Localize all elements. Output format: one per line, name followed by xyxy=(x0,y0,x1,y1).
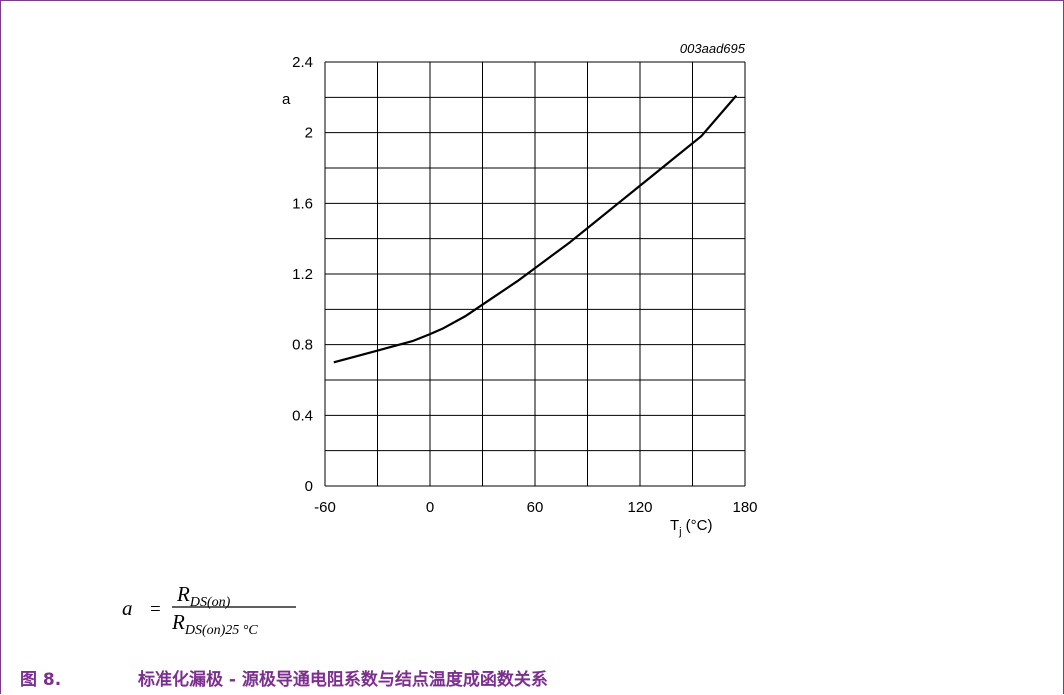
formula-denominator-main: R xyxy=(171,610,185,634)
formula-denominator: RDS(on)25 °C xyxy=(171,610,258,638)
x-axis-label: Tj (°C) xyxy=(670,517,712,538)
formula-denominator-sub: DS(on)25 °C xyxy=(184,623,259,638)
x-tick-label: 60 xyxy=(527,499,544,516)
y-tick-label: 2 xyxy=(305,125,313,142)
x-tick-label: 180 xyxy=(732,499,757,516)
y-tick-label: 0.8 xyxy=(292,337,313,354)
x-axis-label-sub: j xyxy=(678,526,681,538)
x-axis-label-unit: (°C) xyxy=(686,517,713,534)
formula-numerator: RDS(on) xyxy=(176,582,231,610)
x-axis-label-main: T xyxy=(670,517,679,534)
y-tick-label: 0.4 xyxy=(292,407,313,424)
formula-equals: = xyxy=(150,599,161,620)
figure-caption-text: 标准化漏极 - 源极导通电阻系数与结点温度成函数关系 xyxy=(138,670,548,690)
figure-caption: 图 8. 标准化漏极 - 源极导通电阻系数与结点温度成函数关系 xyxy=(20,668,548,692)
x-tick-label: 0 xyxy=(426,499,434,516)
x-tick-label: -60 xyxy=(314,499,336,516)
x-tick-label: 120 xyxy=(627,499,652,516)
chart: 00.40.81.21.622.4-60 0 60 120 180 003aad695 … xyxy=(282,41,758,538)
formula-numerator-main: R xyxy=(176,582,190,606)
y-tick-label: 0 xyxy=(305,478,313,495)
y-axis-label: a xyxy=(282,91,291,108)
formula-numerator-sub: DS(on) xyxy=(189,595,231,610)
figure-code: 003aad695 xyxy=(680,41,746,56)
y-tick-label: 1.2 xyxy=(292,266,313,283)
y-tick-label: 2.4 xyxy=(292,54,313,71)
formula: a = RDS(on) RDS(on)25 °C xyxy=(122,582,296,638)
series-line xyxy=(333,94,738,364)
grid xyxy=(324,61,746,487)
figure-number: 图 8. xyxy=(20,670,62,690)
formula-lhs: a xyxy=(122,596,133,620)
tick-labels: 00.40.81.21.622.4-60 0 60 120 180 xyxy=(292,54,757,516)
y-tick-label: 1.6 xyxy=(292,195,313,212)
